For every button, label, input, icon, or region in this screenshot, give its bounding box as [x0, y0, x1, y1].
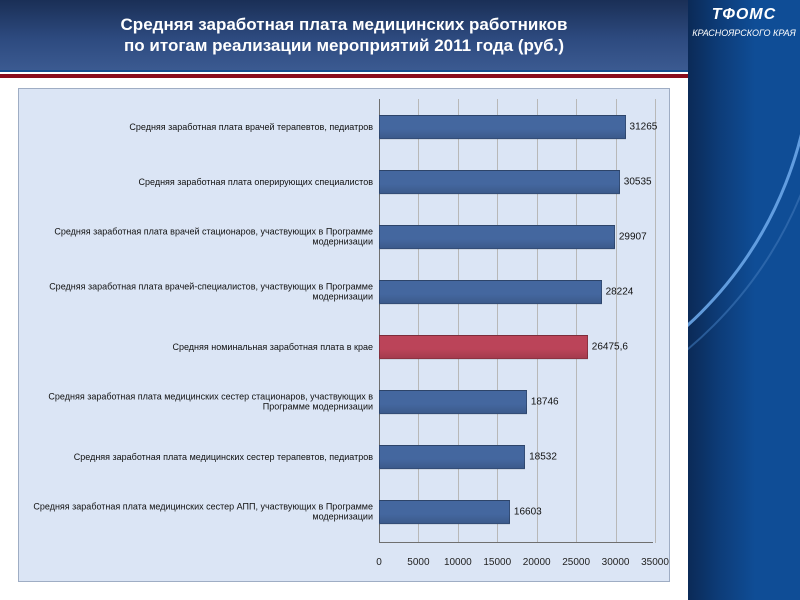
- bar-value-label: 18746: [531, 396, 559, 407]
- gridline: [655, 99, 656, 543]
- chart-row: Средняя заработная плата врачей стациона…: [19, 209, 653, 264]
- chart-row: Средняя заработная плата медицинских сес…: [19, 429, 653, 484]
- category-label: Средняя заработная плата медицинских сес…: [19, 501, 379, 522]
- salary-chart: 0 5000 10000 15000 20000 25000 30000 35000 Средн…: [18, 88, 670, 582]
- bar-value-label: 31265: [630, 121, 658, 132]
- x-tick-label: 10000: [444, 557, 472, 568]
- brand-arc-decoration: [688, 0, 800, 444]
- bar: [379, 225, 615, 249]
- bar-value-label: 18532: [529, 451, 557, 462]
- page-title-line: по итогам реализации мероприятий 2011 го…: [124, 36, 564, 55]
- bar-value-label: 30535: [624, 176, 652, 187]
- brand-subtitle: КРАСНОЯРСКОГО КРАЯ: [688, 28, 800, 38]
- header-rule: [0, 70, 688, 78]
- category-label: Средняя заработная плата оперирующих спе…: [19, 176, 379, 186]
- bar-value-label: 28224: [606, 286, 634, 297]
- brand-column: ТФОМС КРАСНОЯРСКОГО КРАЯ: [688, 0, 800, 600]
- chart-row: Средняя заработная плата врачей терапевт…: [19, 99, 653, 154]
- bar-value-label: 29907: [619, 231, 647, 242]
- x-axis: [379, 542, 653, 543]
- chart-row: Средняя заработная плата медицинских сес…: [19, 374, 653, 429]
- category-label: Средняя заработная плата медицинских сес…: [19, 391, 379, 412]
- x-tick-label: 20000: [523, 557, 551, 568]
- bar: [379, 390, 527, 414]
- x-tick-label: 15000: [483, 557, 511, 568]
- bar: [379, 115, 626, 139]
- bar: [379, 280, 602, 304]
- bar: [379, 500, 510, 524]
- x-tick-label: 0: [376, 557, 382, 568]
- page-title-line: Средняя заработная плата медицинских раб…: [121, 15, 568, 34]
- chart-row: Средняя номинальная заработная плата в к…: [19, 319, 653, 374]
- bar: [379, 335, 588, 359]
- chart-row: Средняя заработная плата врачей-специали…: [19, 264, 653, 319]
- brand-title: ТФОМС: [688, 6, 800, 24]
- category-label: Средняя заработная плата медицинских сес…: [19, 451, 379, 461]
- x-tick-label: 5000: [407, 557, 429, 568]
- page-title: Средняя заработная плата медицинских раб…: [121, 14, 568, 57]
- x-tick-label: 35000: [641, 557, 669, 568]
- chart-row: Средняя заработная плата оперирующих спе…: [19, 154, 653, 209]
- bar-value-label: 26475,6: [592, 341, 628, 352]
- slide: ТФОМС КРАСНОЯРСКОГО КРАЯ Средняя заработ…: [0, 0, 800, 600]
- category-label: Средняя номинальная заработная плата в к…: [19, 341, 379, 351]
- chart-row: Средняя заработная плата медицинских сес…: [19, 484, 653, 539]
- header-band: Средняя заработная плата медицинских раб…: [0, 0, 688, 70]
- bar: [379, 445, 525, 469]
- category-label: Средняя заработная плата врачей терапевт…: [19, 121, 379, 131]
- category-label: Средняя заработная плата врачей-специали…: [19, 281, 379, 302]
- x-tick-label: 30000: [602, 557, 630, 568]
- bar-value-label: 16603: [514, 506, 542, 517]
- chart-plot: 05000100001500020000250003000035000Средн…: [19, 99, 653, 543]
- x-tick-label: 25000: [562, 557, 590, 568]
- category-label: Средняя заработная плата врачей стациона…: [19, 226, 379, 247]
- bar: [379, 170, 620, 194]
